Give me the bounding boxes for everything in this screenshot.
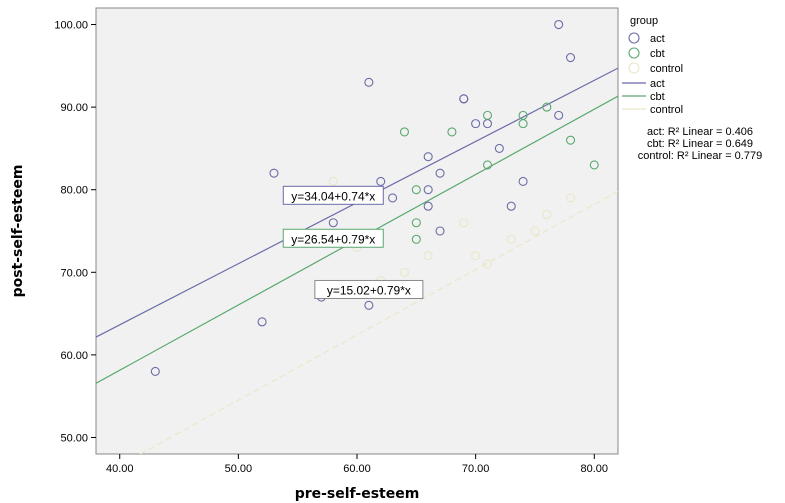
point-cbt [411,185,421,195]
point-control [471,251,481,261]
y-tick-label: 80.00 [60,185,88,197]
legend-marker-act [628,32,640,44]
point-control [459,218,469,228]
point-cbt [482,160,493,170]
x-tick-label: 80.00 [581,463,609,475]
point-cbt [482,110,493,120]
fit-equations: y=34.04+0.74*x y=26.54+0.79*x y=15.02+0.79… [282,185,424,299]
point-control [482,259,493,269]
point-act [150,366,160,376]
x-tick-label: 40.00 [106,463,134,475]
legend-label-cbt: cbt [650,48,665,60]
equation-label-cbt: y=26.54+0.79*x [291,232,375,246]
point-act [506,201,516,211]
point-control [542,209,552,220]
equation-box-act [282,185,384,205]
equation-label-control: y=15.02+0.79*x [327,283,411,297]
legend-label-control: control [650,63,683,75]
point-act [494,143,504,153]
point-act [257,317,267,327]
equation-box-control [314,279,424,299]
x-tick-label: 70.00 [462,463,490,475]
x-tick-label: 60.00 [343,463,371,475]
axis-ticks: 40.00 50.00 60.00 70.00 80.00 50.00 60.00 70.00… [54,20,608,475]
point-control [328,176,338,186]
y-tick-label: 100.00 [54,20,88,32]
point-cbt [589,160,599,170]
equation-label-act: y=34.04+0.74*x [291,189,375,203]
point-cbt [542,102,552,112]
legend-marker-cbt [628,47,640,59]
point-cbt [447,127,457,137]
equation-box-cbt [282,228,384,248]
point-control [565,193,576,203]
legend-line-label-control: control [650,104,683,116]
y-tick-label: 90.00 [60,102,88,114]
point-control [506,234,516,244]
legend-marker-control [628,62,640,74]
point-act [471,119,481,129]
r2-label-act: act: R² Linear = 0.406 [647,126,753,138]
r2-label-control: control: R² Linear = 0.779 [638,150,762,162]
point-act [328,218,338,228]
y-tick-label: 60.00 [60,350,88,362]
x-tick-label: 50.00 [225,463,253,475]
point-act [554,110,564,120]
point-act [565,53,576,63]
point-control [530,226,540,236]
point-cbt [411,218,421,228]
point-act [554,19,564,30]
legend-title: group [630,15,658,27]
point-act [423,201,433,211]
legend-line-label-act: act [650,78,665,90]
point-act [435,226,445,236]
point-act [518,176,528,186]
r2-label-cbt: cbt: R² Linear = 0.649 [647,138,753,150]
point-control [423,251,433,261]
point-act [388,193,398,203]
data-points [150,19,599,376]
point-act [364,300,374,310]
legend-line-label-cbt: cbt [650,91,665,103]
point-cbt [399,127,410,137]
point-cbt [518,119,528,129]
point-cbt [411,234,421,244]
point-control [399,267,410,277]
point-act [376,176,386,186]
y-axis-title: post-self-esteem [10,165,26,298]
point-act [364,77,374,87]
point-act [435,168,445,178]
y-tick-label: 50.00 [60,432,88,444]
point-act [423,185,433,195]
x-axis-title: pre-self-esteem [295,486,420,502]
point-act [269,168,279,178]
legend-label-act: act [650,33,665,45]
y-tick-label: 70.00 [60,267,88,279]
point-act [423,152,433,162]
point-act [459,94,469,104]
point-cbt [565,135,576,145]
